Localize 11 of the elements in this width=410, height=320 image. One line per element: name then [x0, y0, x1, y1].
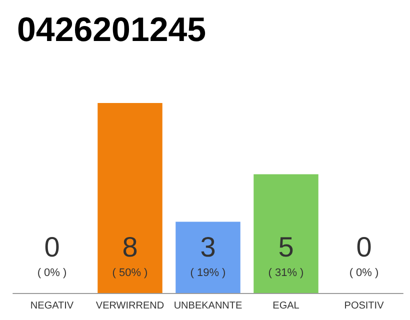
data-label: 0 ( 0% )	[37, 232, 67, 279]
x-tick-label: EGAL	[272, 300, 300, 312]
data-label: 3 ( 19% )	[190, 232, 226, 279]
x-tick-label: NEGATIV	[30, 300, 74, 312]
x-tick-label: UNBEKANNTE	[174, 300, 242, 312]
data-label: 5 ( 31% )	[268, 232, 304, 279]
x-tick-label: POSITIV	[344, 300, 384, 312]
data-label: 8 ( 50% )	[112, 232, 148, 279]
data-label: 0 ( 0% )	[349, 232, 379, 279]
x-tick-label: VERWIRREND	[96, 300, 164, 312]
chart-title: 0426201245	[17, 11, 206, 49]
